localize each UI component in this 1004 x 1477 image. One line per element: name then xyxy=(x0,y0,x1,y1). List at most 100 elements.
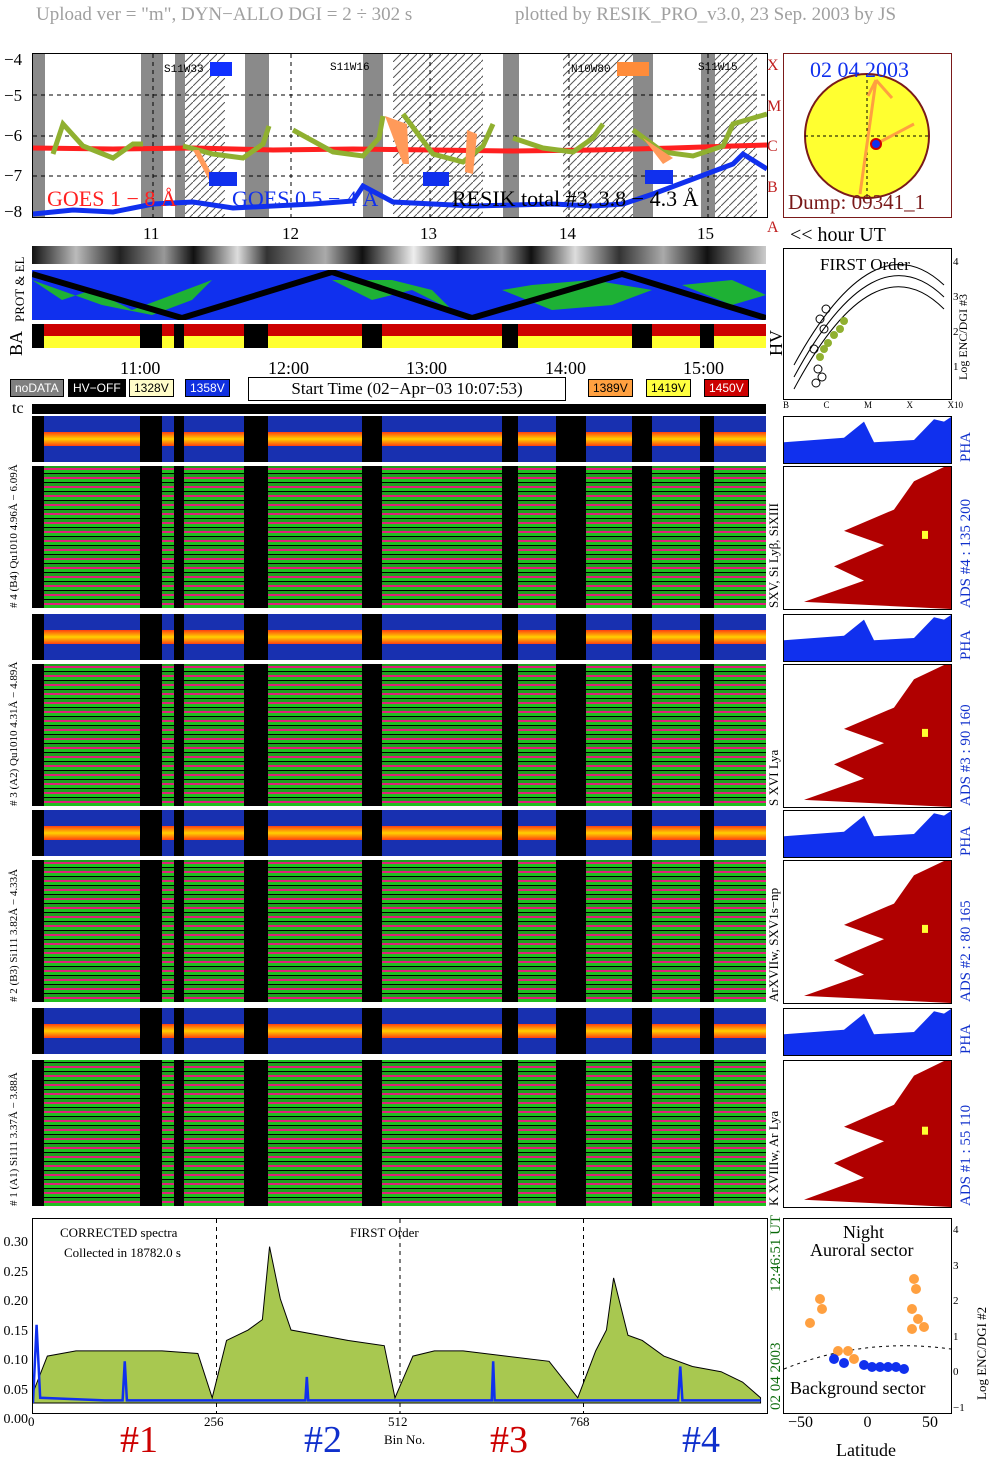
pha-histogram-2 xyxy=(783,614,952,662)
prot-el-label: PROT & EL xyxy=(12,256,27,323)
pha-gap xyxy=(632,1008,652,1054)
pha-strip-4 xyxy=(32,1008,766,1054)
region-swatch-3 xyxy=(617,62,650,76)
spectrogram-4 xyxy=(32,1060,766,1206)
orbit-panel xyxy=(32,270,766,320)
latitude-panel xyxy=(783,1218,952,1414)
channel-left-label-4: # 1 (A1) Si111 3.37Å − 3.88Å xyxy=(8,1072,20,1206)
spectrum-xtick-512: 512 xyxy=(388,1414,408,1429)
spectrum-xtick-768: 768 xyxy=(570,1414,590,1429)
sun-date: 02 04 2003 xyxy=(810,57,909,82)
pha-gap xyxy=(32,614,44,660)
legend-1358v: 1358V xyxy=(185,379,230,397)
latitude-title2: Auroral sector xyxy=(810,1240,914,1260)
spec-gap xyxy=(502,1060,518,1206)
spectrum-yticks: 0.30 0.25 0.20 0.15 0.10 0.05 0.00 xyxy=(3,1235,29,1427)
legend-resik: RESIK total #3, 3.8 − 4.3 Å xyxy=(452,186,699,211)
spec-gap xyxy=(362,466,382,608)
channel-pha-label-1: PHA xyxy=(958,431,974,462)
channel-line-label-3: ArXVIIw, SXV1s−np xyxy=(766,887,781,1002)
first-order-panel xyxy=(783,248,952,400)
channel-label-4: #4 xyxy=(682,1419,720,1461)
pha-gap xyxy=(700,614,714,660)
channel-left-label-3: # 2 (B3) Si111 3.82Å − 4.33Å xyxy=(8,868,20,1002)
channel-pha-label-4: PHA xyxy=(958,1023,974,1054)
ads-hist-2 xyxy=(783,664,952,808)
spec-gap xyxy=(174,860,184,1002)
goes-class-letters: X M C B A xyxy=(767,57,782,236)
resik-blue-markers xyxy=(209,170,673,186)
pha-histogram-3 xyxy=(783,810,952,858)
channel-ads-label-1: ADS #4 : 135 200 xyxy=(958,498,974,608)
goes-ytick-3: −6 xyxy=(4,126,23,145)
goes-ytick-2: −5 xyxy=(4,86,23,105)
channel-line-label-1: SXV, Si Lyβ, SiXIII xyxy=(766,503,781,608)
pha-gap xyxy=(32,1008,44,1054)
spec-gap xyxy=(362,664,382,806)
region-label-1: S11W33 xyxy=(164,62,233,76)
latitude-yticks: 4 3 2 1 0 −1 xyxy=(953,1224,965,1414)
spec-gap xyxy=(632,466,652,608)
spec-gap xyxy=(502,664,518,806)
pha-gap xyxy=(362,416,382,462)
spec-gap xyxy=(362,1060,382,1206)
ba-label: BA xyxy=(6,330,26,356)
spectrum-panel xyxy=(32,1218,768,1414)
pha-gap xyxy=(244,1008,268,1054)
sun-disk-plot xyxy=(804,73,930,199)
ads-hist-1 xyxy=(783,466,952,610)
legend-goes18: GOES 1 − 8 Å xyxy=(47,186,177,211)
legend-nodata: noDATA xyxy=(10,379,64,397)
sun-panel xyxy=(783,53,952,218)
pha-histogram-4 xyxy=(783,1008,952,1056)
pha-gap xyxy=(502,1008,518,1054)
spec-gap xyxy=(556,466,586,608)
sun-dump: Dump: 09341_1 xyxy=(788,190,926,214)
goes-panel xyxy=(32,53,768,218)
pha-gap xyxy=(244,614,268,660)
pha-gap xyxy=(140,810,162,856)
pha-gap xyxy=(32,416,44,462)
tc-label: tc xyxy=(12,400,24,417)
channel-ads-label-3: ADS #2 : 80 165 xyxy=(958,900,974,1002)
latitude-bottom: Background sector xyxy=(790,1378,926,1398)
spec-gap xyxy=(632,664,652,806)
goes-ytick-1: −4 xyxy=(4,50,23,69)
prot-el-strip xyxy=(32,246,766,264)
goes-ytick-5: −8 xyxy=(4,202,23,221)
hour-label-13: 13 xyxy=(420,224,437,243)
legend-hv-off: HV−OFF xyxy=(68,379,126,397)
spec-gap xyxy=(700,860,714,1002)
legend-1328v: 1328V xyxy=(129,379,174,397)
spec-gap xyxy=(32,466,44,608)
pha-strip-3 xyxy=(32,810,766,856)
latitude-plot xyxy=(784,1274,951,1374)
spec-gap xyxy=(502,466,518,608)
channel-ads-label-2: ADS #3 : 90 160 xyxy=(958,704,974,806)
channel-label-2: #2 xyxy=(304,1419,342,1461)
spec-gap xyxy=(556,664,586,806)
channel-label-1: #1 xyxy=(120,1419,158,1461)
spectrum-xtick-256: 256 xyxy=(204,1414,224,1429)
pha-gap xyxy=(174,810,184,856)
spectrum-plot xyxy=(33,1219,762,1413)
pha-strip-2 xyxy=(32,614,766,660)
spectrum-xtick-0: 0 xyxy=(28,1414,35,1429)
spec-gap xyxy=(140,1060,162,1206)
legend-1389v: 1389V xyxy=(588,379,633,397)
spec-gap xyxy=(174,1060,184,1206)
region-label-4: S11W15 xyxy=(698,62,738,74)
channel-label-3: #3 xyxy=(490,1419,528,1461)
spec-gap xyxy=(700,664,714,806)
pha-gap xyxy=(502,416,518,462)
pha-gap xyxy=(362,614,382,660)
pha-gap xyxy=(632,614,652,660)
time-label-1300: 13:00 xyxy=(406,358,448,378)
region-swatch-1 xyxy=(210,62,233,76)
hour-label-14: 14 xyxy=(559,224,576,243)
spec-gap xyxy=(244,1060,268,1206)
channel-line-label-4: K XVIIIw, Ar Lya xyxy=(766,1110,781,1206)
goes-plot xyxy=(33,54,767,217)
pha-gap xyxy=(362,810,382,856)
spec-gap xyxy=(244,466,268,608)
